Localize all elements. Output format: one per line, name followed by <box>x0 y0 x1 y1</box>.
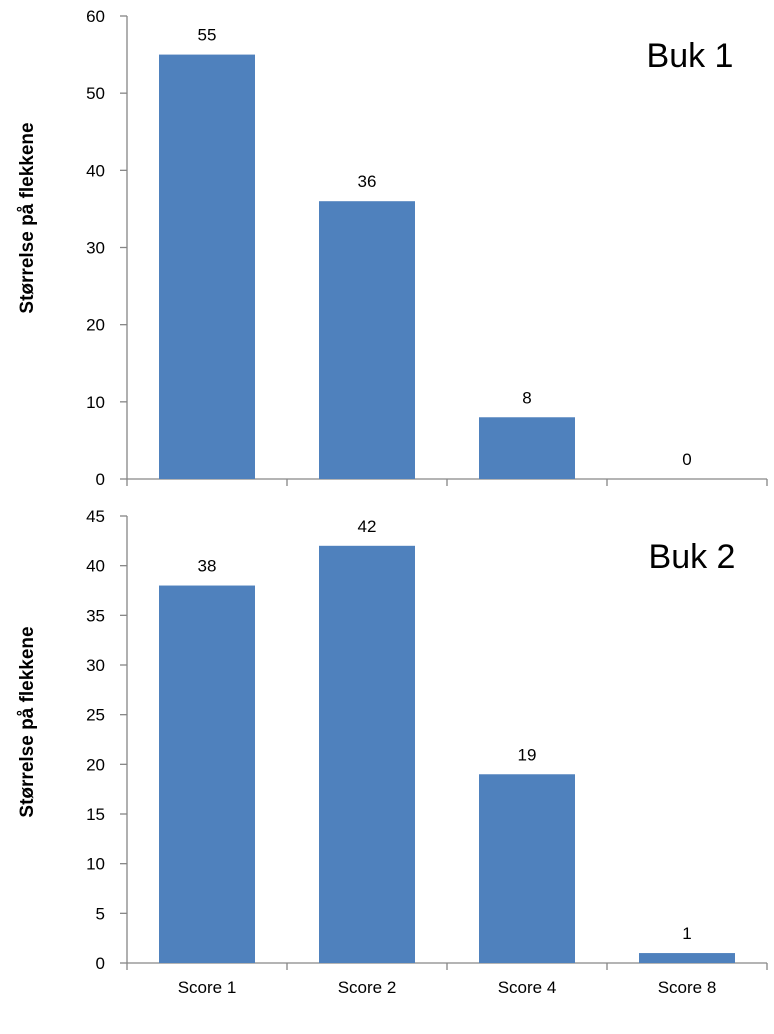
y-axis-label: Størrelse på flekkene <box>17 122 38 313</box>
bar-score-1 <box>159 54 255 479</box>
y-tick-label: 30 <box>86 239 105 258</box>
data-label: 55 <box>198 26 217 45</box>
y-tick-label: 50 <box>86 84 105 103</box>
y-tick-label: 5 <box>96 904 105 923</box>
data-label: 36 <box>358 172 377 191</box>
y-tick-label: 20 <box>86 755 105 774</box>
y-tick-label: 10 <box>86 393 105 412</box>
panel-title: Buk 1 <box>647 37 734 75</box>
bar-score-1 <box>159 585 255 963</box>
data-label: 0 <box>682 450 691 469</box>
bar-score-8 <box>639 953 735 963</box>
data-label: 19 <box>518 745 537 764</box>
bar-score-4 <box>479 774 575 963</box>
category-label: Score 8 <box>658 978 717 997</box>
chart-buk-2: 0 5 10 15 20 25 30 35 40 45 38 Score 1 42 Score 2 19 Sc… <box>17 507 768 997</box>
y-tick-label: 35 <box>86 606 105 625</box>
y-tick-label: 40 <box>86 557 105 576</box>
y-tick-label: 0 <box>96 470 105 489</box>
category-label: Score 1 <box>178 978 237 997</box>
y-tick-label: 10 <box>86 855 105 874</box>
category-label: Score 4 <box>498 978 557 997</box>
y-tick-label: 15 <box>86 805 105 824</box>
data-label: 38 <box>198 557 217 576</box>
data-label: 42 <box>358 517 377 536</box>
y-tick-label: 0 <box>96 954 105 973</box>
data-label: 8 <box>522 388 531 407</box>
y-tick-label: 60 <box>86 7 105 26</box>
y-tick-label: 25 <box>86 706 105 725</box>
y-tick-label: 40 <box>86 161 105 180</box>
data-label: 1 <box>682 924 691 943</box>
y-tick-label: 45 <box>86 507 105 526</box>
bar-score-2 <box>319 201 415 479</box>
panel-title: Buk 2 <box>649 538 736 576</box>
y-axis-label: Størrelse på flekkene <box>17 626 38 817</box>
category-label: Score 2 <box>338 978 397 997</box>
y-tick-label: 20 <box>86 316 105 335</box>
y-tick-label: 30 <box>86 656 105 675</box>
bar-score-2 <box>319 545 415 963</box>
chart-buk-1: 0 10 20 30 40 50 60 55 36 8 0 Størrelse på flekkene… <box>17 7 768 489</box>
bar-score-4 <box>479 417 575 479</box>
